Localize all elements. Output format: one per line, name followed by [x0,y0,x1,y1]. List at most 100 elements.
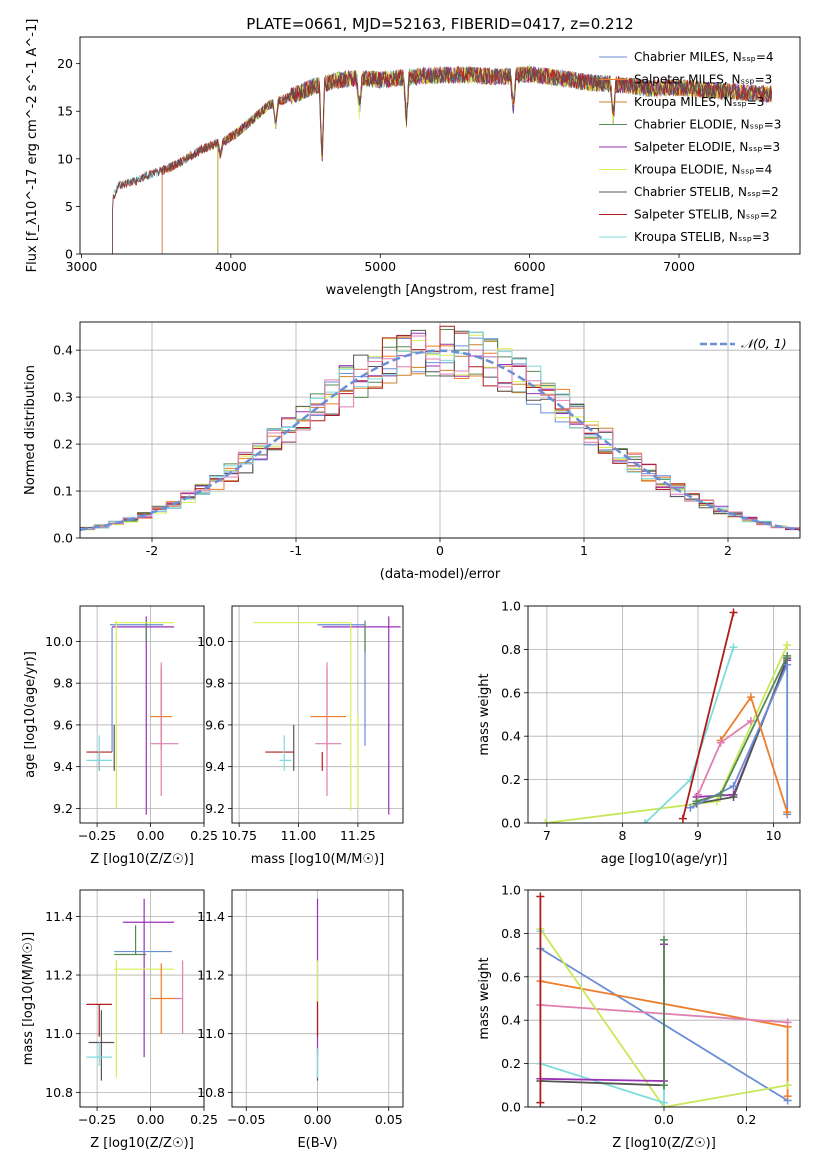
legend-label: Kroupa MILES, Nₛₛₚ=3 [634,95,764,109]
series-marker [692,797,701,806]
y-tick-label: 9.2 [205,801,225,816]
y-tick-label: 20 [57,56,73,71]
y-axis-label: age [log10(age/yr)] [23,651,38,778]
y-tick-label: 0.4 [53,343,73,358]
plot-area [86,616,179,815]
data-point [315,662,342,796]
plot-area [80,325,800,533]
y-tick-label: 9.2 [53,801,73,816]
series-marker [783,641,792,650]
x-tick-label: 0.0 [654,1112,674,1127]
x-tick-label: 0.05 [375,1112,403,1127]
data-point [86,1042,113,1066]
x-tick-label: 7000 [663,259,695,274]
y-tick-label: 11.0 [45,1026,73,1041]
x-axis-label: Z [log10(Z/Z☉)] [90,1136,194,1151]
x-tick-label: 0.2 [736,1112,756,1127]
x-tick-label: 8 [618,828,626,843]
x-tick-label: 10 [766,828,782,843]
x-tick-label: −0.05 [227,1112,265,1127]
panel-mass-weight-vs-z: −0.2 0.0 0.2 0.0 0.2 0.4 0.6 0.8 1.0 Z [log10(Z/Z… [477,883,801,1151]
y-tick-label: 0.0 [501,1100,521,1115]
y-tick-label: 9.6 [205,717,225,732]
plot-area [541,608,792,823]
y-tick-label: 5 [65,199,73,214]
panel-mass-weight-vs-age: 7 8 9 10 0.0 0.2 0.4 0.6 0.8 1.0 age [log10(age/yr… [477,599,801,867]
series-marker [783,808,792,817]
y-tick-label: 0.3 [53,390,73,405]
legend-label: Salpeter MILES, Nₛₛₚ=3 [634,73,772,87]
y-tick-label: 11.0 [197,1026,225,1041]
x-tick-label: 10.75 [221,828,257,843]
data-point [253,622,352,811]
y-tick-label: 0.0 [53,531,73,546]
legend-label: Kroupa STELIB, Nₛₛₚ=3 [634,230,770,244]
y-tick-label: 10 [57,151,73,166]
y-tick-label: 10.0 [45,634,73,649]
x-axis-label: (data-model)/error [380,567,501,582]
x-tick-label: -1 [290,543,302,558]
data-point [174,960,184,1034]
series-marker [536,892,545,901]
axes-frame [79,321,801,539]
y-tick-label: 0.0 [501,816,521,831]
series-marker [729,782,738,791]
x-axis-label: mass [log10(M/M☉)] [251,852,384,867]
y-axis-label: mass weight [477,673,492,755]
axes-frame [79,36,801,255]
series-marker [686,803,695,812]
series-marker [541,819,550,823]
series-marker [746,693,755,702]
data-point [86,1003,113,1037]
legend-label: Chabrier ELODIE, Nₛₛₚ=3 [634,118,781,132]
y-tick-label: 11.2 [197,968,225,983]
figure-title: PLATE=0661, MJD=52163, FIBERID=0417, z=0… [246,15,633,33]
series-marker [536,1098,545,1107]
data-point [86,735,113,771]
y-tick-label: 0.2 [501,1056,521,1071]
series-marker [660,935,668,944]
y-tick-label: 1.0 [501,883,521,898]
axes-frame [527,605,801,824]
series-marker [678,814,687,823]
x-tick-label: 9 [694,828,702,843]
y-tick-label: 11.4 [197,909,225,924]
y-tick-label: 0.1 [53,484,73,499]
x-tick-label: 0.00 [137,1112,165,1127]
x-tick-label: 5000 [364,259,396,274]
x-axis-label: Z [log10(Z/Z☉)] [612,1136,716,1151]
data-point [88,1010,115,1081]
plot-area [112,65,772,254]
data-point [322,616,401,815]
spectrum-line [112,66,772,254]
data-point [122,898,175,1058]
y-tick-label: 11.4 [45,909,73,924]
y-tick-label: 1.0 [501,599,521,614]
series-line [545,644,789,823]
series-line [539,928,788,1107]
axes-frame [231,889,404,1108]
x-tick-label: 0 [436,543,444,558]
normal-curve [80,349,800,532]
x-tick-label: 11.00 [281,828,317,843]
series-marker [783,1081,792,1090]
y-tick-label: 0.6 [501,969,521,984]
plot-area [536,892,792,1107]
legend-label: Kroupa ELODIE, Nₛₛₚ=4 [634,163,772,177]
axes-frame [527,889,801,1108]
series-marker [729,608,738,617]
data-point [150,662,179,796]
panel-mass-vs-z: −0.25 0.00 0.25 10.8 11.0 11.2 11.4 Z [log10(Z/… [21,889,218,1151]
series-marker [783,1018,792,1027]
x-axis-label: Z [log10(Z/Z☉)] [90,852,194,867]
y-tick-label: 11.2 [45,968,73,983]
y-axis-label: mass [log10(M/M☉)] [21,932,36,1065]
y-tick-label: 15 [57,104,73,119]
legend-label: Salpeter STELIB, Nₛₛₚ=2 [634,208,778,222]
data-point [114,925,147,956]
legend-label: Chabrier STELIB, Nₛₛₚ=2 [634,185,779,199]
y-tick-label: 9.4 [205,759,225,774]
series-line [682,612,735,819]
